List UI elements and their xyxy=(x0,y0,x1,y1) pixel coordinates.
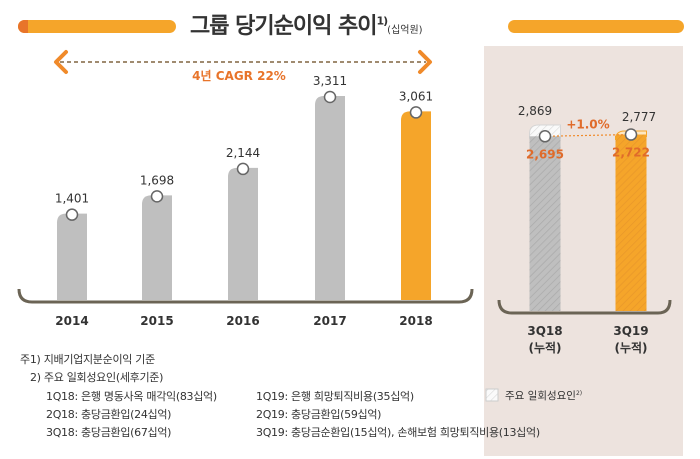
title-bar-right xyxy=(508,20,684,33)
x-tick-label-2018: 2018 xyxy=(399,314,432,328)
x-tick-label-3Q18: 3Q18 xyxy=(527,324,562,338)
point-marker-2018 xyxy=(409,106,423,119)
point-marker-2014 xyxy=(65,208,79,221)
note-2019-item: 3Q19: 충당금순환입(15십억), 손해보험 희망퇴직비용(13십억) xyxy=(256,426,540,439)
note-2019-item: 1Q19: 은행 희망퇴직비용(35십억) xyxy=(256,390,414,403)
x-tick-label-2014: 2014 xyxy=(55,314,88,328)
total-label-3Q18: 2,869 xyxy=(518,104,552,118)
total-label-3Q19: 2,777 xyxy=(622,110,656,124)
note-2: 2) 주요 일회성요인(세후기준) xyxy=(30,371,164,384)
data-label-2015: 1,698 xyxy=(140,173,174,187)
point-marker-3Q19 xyxy=(624,128,638,141)
x-tick-sublabel-3Q18: (누적) xyxy=(528,340,561,355)
quarter-axis-bracket xyxy=(497,299,672,315)
point-marker-3Q18 xyxy=(538,130,552,143)
legend-one-off-label: 주요 일회성요인2) xyxy=(505,389,582,402)
cagr-arrow xyxy=(54,50,432,74)
note-1: 주1) 지배기업지분순이익 기준 xyxy=(20,353,155,366)
bar-3Q18 xyxy=(529,136,561,311)
page-title: 그룹 당기순이익 추이1)(십억원) xyxy=(190,8,423,40)
main-axis-bracket xyxy=(17,288,474,304)
data-label-2017: 3,311 xyxy=(313,74,347,88)
x-tick-label-2015: 2015 xyxy=(140,314,173,328)
x-tick-label-2016: 2016 xyxy=(226,314,259,328)
note-2018-item: 2Q18: 충당금환입(24십억) xyxy=(46,408,172,421)
bar-2014 xyxy=(57,213,87,300)
x-tick-label-3Q19: 3Q19 xyxy=(613,324,648,338)
quarterly-panel xyxy=(484,46,683,456)
note-2018-item: 1Q18: 은행 명동사옥 매각익(83십억) xyxy=(46,390,217,403)
bar-2016 xyxy=(228,167,258,300)
excl-one-off-label-3Q18: 2,695 xyxy=(526,147,564,161)
point-marker-2017 xyxy=(323,90,337,104)
growth-label: +1.0% xyxy=(566,117,609,131)
cagr-label: 4년 CAGR 22% xyxy=(192,69,286,83)
x-tick-sublabel-3Q19: (누적) xyxy=(614,340,647,355)
point-marker-2016 xyxy=(236,162,250,176)
point-marker-2015 xyxy=(150,190,164,203)
x-tick-label-2017: 2017 xyxy=(313,314,346,328)
data-label-2014: 1,401 xyxy=(55,192,89,206)
bar-2015 xyxy=(142,195,172,300)
bar-2018 xyxy=(401,111,431,300)
data-label-2016: 2,144 xyxy=(226,146,260,160)
bar-2017 xyxy=(315,96,345,300)
excl-one-off-label-3Q19: 2,722 xyxy=(612,146,650,160)
note-2018-item: 3Q18: 충당금환입(67십억) xyxy=(46,426,172,439)
title-unit: (십억원) xyxy=(387,25,423,36)
title-footnote: 1) xyxy=(376,14,388,28)
title-text: 그룹 당기순이익 추이 xyxy=(190,14,377,39)
legend-one-off-swatch xyxy=(485,388,499,402)
bar-3Q19 xyxy=(615,134,647,311)
title-bar-left xyxy=(18,20,176,33)
note-2019-item: 2Q19: 충당금환입(59십억) xyxy=(256,408,382,421)
data-label-2018: 3,061 xyxy=(399,89,433,103)
